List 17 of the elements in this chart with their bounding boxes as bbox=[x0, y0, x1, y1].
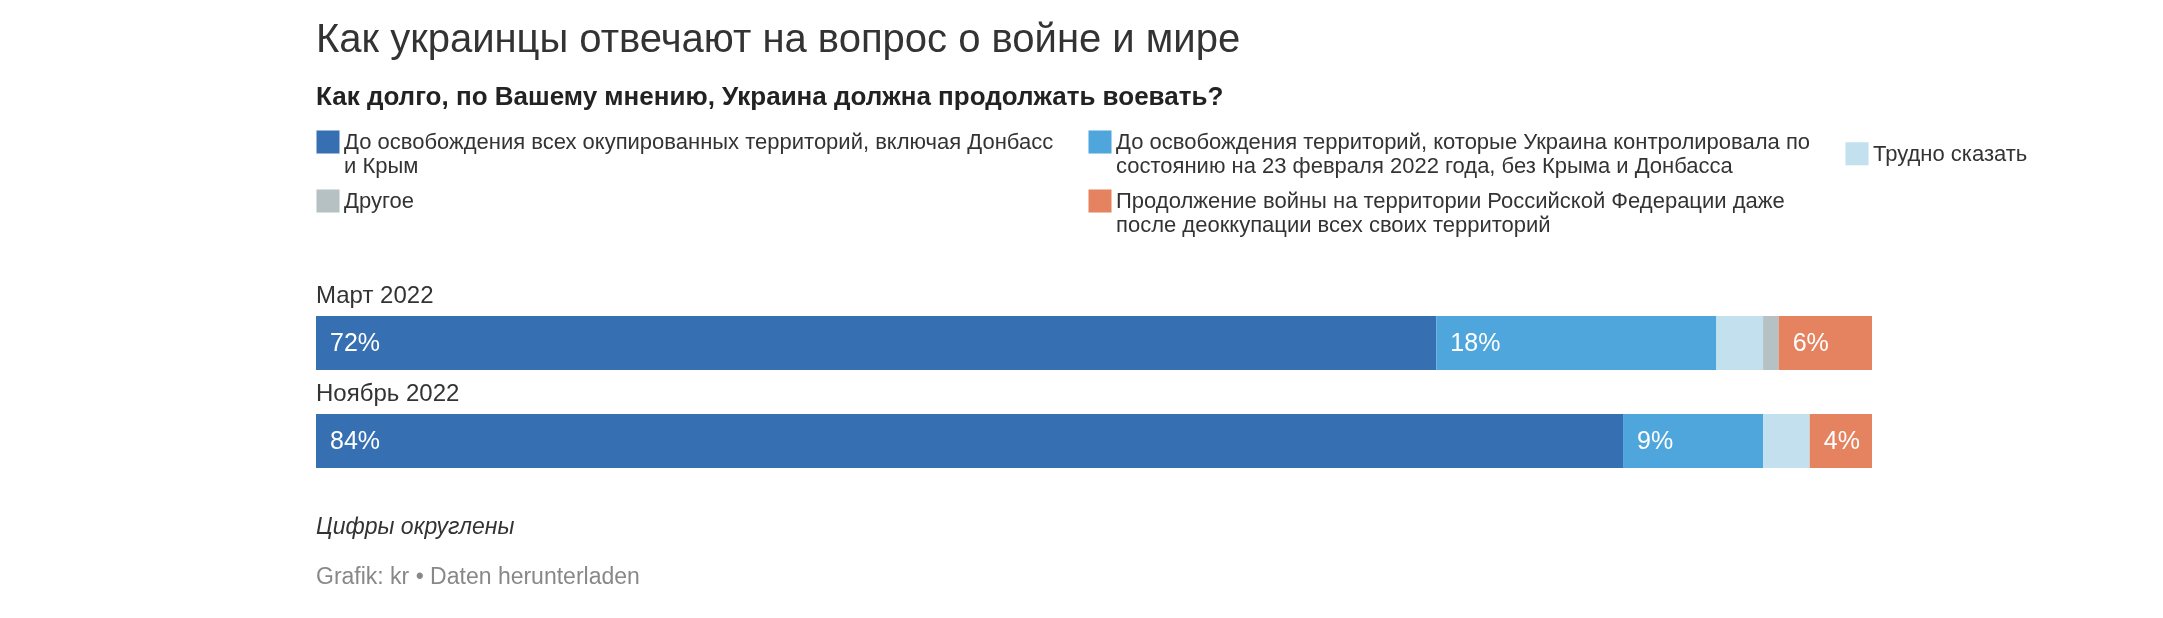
legend-label: Другое bbox=[344, 188, 414, 213]
chart-title: Как украинцы отвечают на вопрос о войне и мире bbox=[316, 16, 1241, 60]
data-label: 18% bbox=[1450, 328, 1501, 356]
legend-label: Продолжение войны на территории Российской Федерации даже после деоккупации всех своих территорий bbox=[1116, 188, 1785, 237]
legend-label: Трудно сказать bbox=[1873, 140, 2028, 166]
text: Цифры округлены bbox=[316, 513, 515, 539]
text: Grafik: kr • Daten herunterladen bbox=[316, 563, 640, 589]
y-tick-label: Март 2022 bbox=[316, 281, 434, 308]
legend-label: До освобождения всех окупированных территорий, включая Донбасс и Крым bbox=[344, 129, 1054, 178]
data-label: 72% bbox=[330, 328, 381, 356]
data-label: 4% bbox=[1823, 426, 1860, 454]
data-label: 84% bbox=[330, 426, 381, 454]
data-label: 9% bbox=[1637, 426, 1674, 454]
legend-label: До освобождения территорий, которые Украина контролировала по состоянию на 23 февраля 2022 года, без Крыма и Донбасса bbox=[1116, 129, 1811, 178]
chart-subtitle: Как долго, по Вашему мнению, Украина должна продолжать воевать? bbox=[316, 81, 1224, 111]
data-label: 6% bbox=[1792, 328, 1829, 356]
y-tick-label: Ноябрь 2022 bbox=[316, 379, 460, 406]
